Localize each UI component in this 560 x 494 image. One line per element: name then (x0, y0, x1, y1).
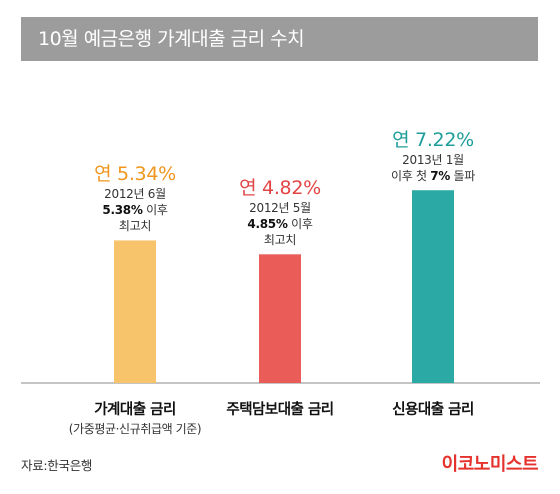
bar-annotation: 연 5.34% 2012년 6월 5.38% 이후 최고치 (55, 162, 215, 234)
data-label: 연 5.34% (94, 163, 176, 186)
title-bar: 10월 예금은행 가계대출 금리 수치 (21, 17, 538, 61)
annotation-line: 5.38% 이후 (102, 203, 168, 218)
category-sublabel: (가중평균·신규취급액 기준) (68, 422, 202, 436)
brand-logo: 이코노미스트 (441, 454, 539, 475)
bar-annotation: 연 7.22% 2013년 1월 이후 첫 7% 돌파 (353, 128, 513, 184)
annotation-line: 2012년 5월 (249, 201, 311, 216)
bar (114, 240, 156, 383)
category-label: 가계대출 금리 (94, 402, 176, 418)
data-label: 연 4.82% (239, 177, 321, 200)
category-label: 주택담보대출 금리 (226, 402, 334, 418)
data-label: 연 7.22% (392, 129, 474, 152)
bar-annotation: 연 4.82% 2012년 5월 4.85% 이후 최고치 (200, 176, 360, 248)
annotation-line: 이후 첫 7% 돌파 (390, 169, 476, 184)
annotation-line: 최고치 (263, 233, 297, 248)
annotation-line: 2012년 6월 (104, 187, 166, 202)
category-label: 신용대출 금리 (392, 402, 474, 418)
source-note: 자료:한국은행 (21, 458, 93, 473)
annotation-line: 4.85% 이후 (247, 217, 313, 232)
annotation-line: 최고치 (118, 219, 152, 234)
chart-title: 10월 예금은행 가계대출 금리 수치 (38, 28, 305, 50)
bar (259, 254, 301, 383)
bar (412, 190, 454, 383)
annotation-line: 2013년 1월 (402, 153, 464, 168)
